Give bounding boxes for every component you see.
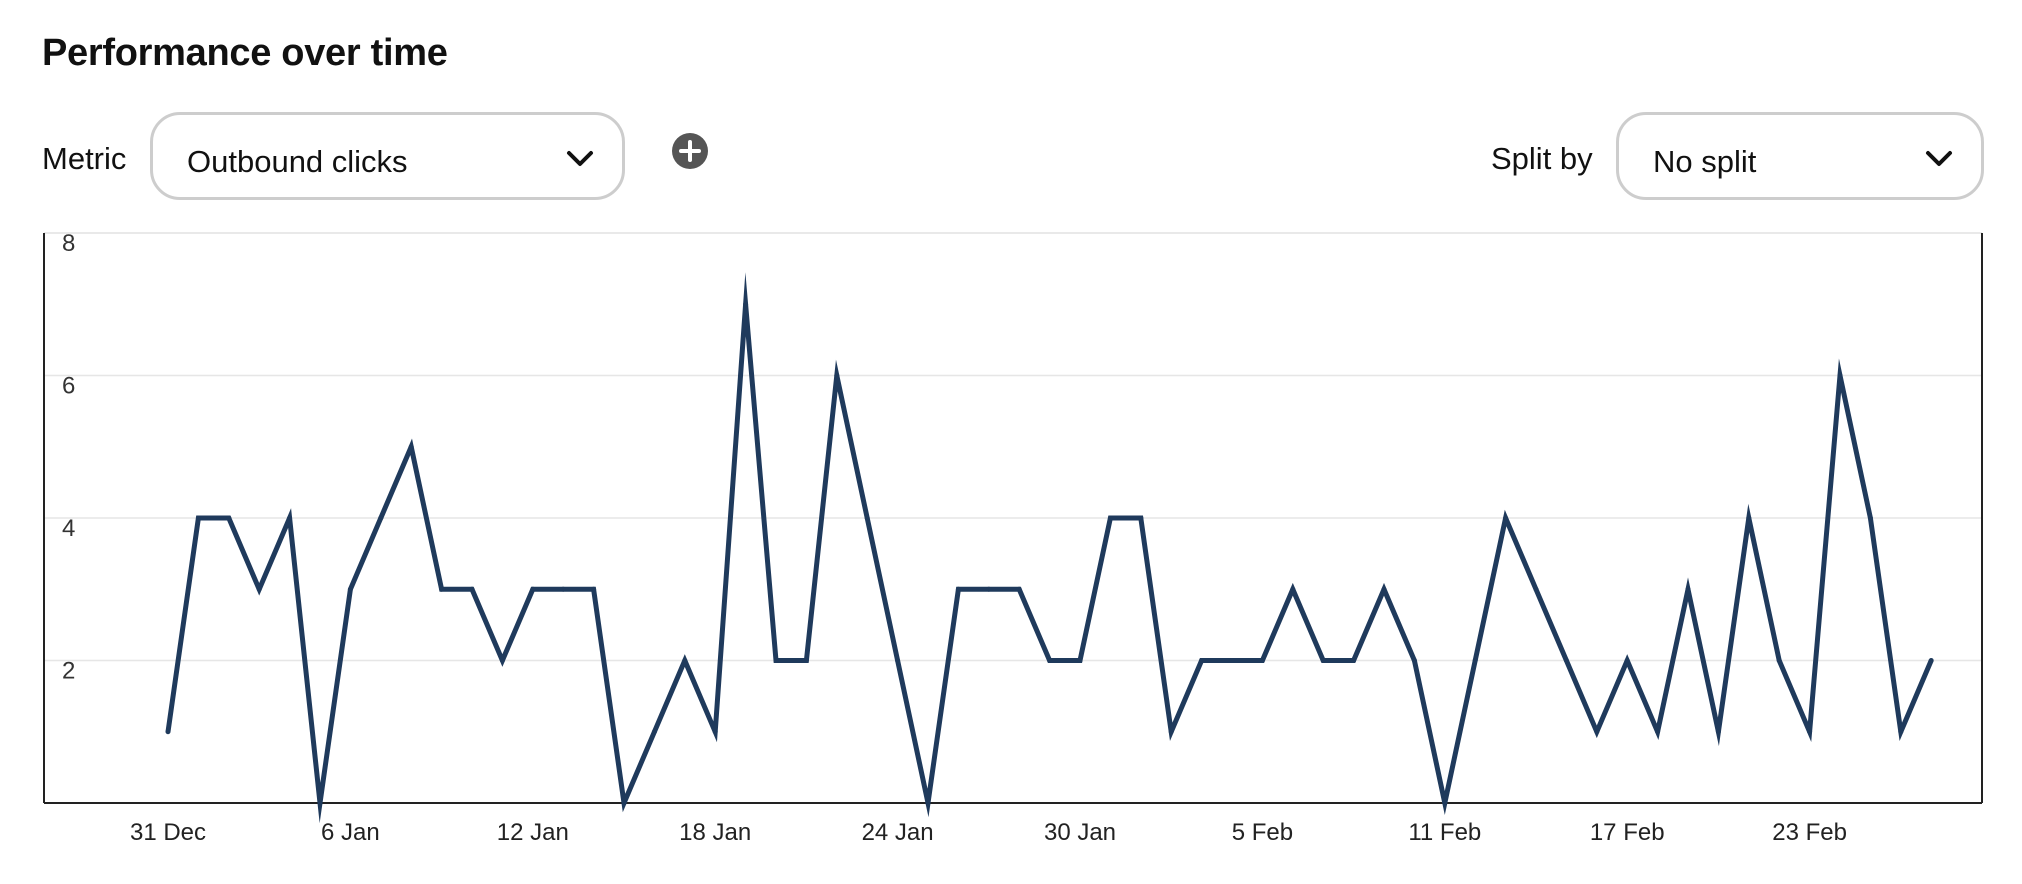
data-point xyxy=(803,658,809,663)
data-point xyxy=(1472,658,1478,663)
data-point xyxy=(1867,515,1873,521)
data-point xyxy=(1016,586,1022,592)
data-point xyxy=(1077,658,1083,663)
metric-dropdown[interactable]: Outbound clicks xyxy=(150,112,625,200)
series-line-0 xyxy=(165,272,1934,824)
data-point xyxy=(1594,729,1600,735)
data-point xyxy=(1199,658,1205,663)
y-tick-label: 8 xyxy=(62,230,75,257)
page-title: Performance over time xyxy=(42,32,448,74)
data-point xyxy=(682,658,688,663)
metric-label: Metric xyxy=(42,141,127,176)
data-point xyxy=(651,729,657,735)
split-by-label: Split by xyxy=(1491,141,1593,176)
data-point xyxy=(1898,729,1904,735)
data-point xyxy=(1746,515,1752,521)
data-point xyxy=(195,515,201,521)
y-tick-label: 6 xyxy=(62,373,75,400)
data-point xyxy=(1533,586,1539,592)
data-point xyxy=(834,373,840,378)
data-point xyxy=(1168,729,1174,735)
x-tick-label: 18 Jan xyxy=(679,819,751,846)
data-point xyxy=(1351,658,1357,663)
metric-dropdown-value: Outbound clicks xyxy=(187,144,408,179)
chevron-down-icon xyxy=(567,151,593,166)
data-point xyxy=(1259,658,1265,663)
data-point xyxy=(1290,586,1296,592)
x-tick-label: 17 Feb xyxy=(1590,819,1665,846)
x-tick-label: 30 Jan xyxy=(1044,819,1116,846)
x-tick-label: 23 Feb xyxy=(1772,819,1847,846)
data-point xyxy=(1624,658,1630,663)
data-point xyxy=(1655,729,1661,735)
data-point xyxy=(439,586,445,592)
data-point xyxy=(1442,800,1448,806)
chevron-down-icon xyxy=(1926,151,1952,166)
data-point xyxy=(712,729,718,735)
x-tick-label: 31 Dec xyxy=(130,819,206,846)
plus-circle-icon[interactable] xyxy=(671,132,709,170)
data-point xyxy=(560,586,566,592)
data-point xyxy=(743,301,749,307)
data-point xyxy=(530,586,536,592)
data-point xyxy=(499,658,505,663)
y-tick-label: 2 xyxy=(62,658,75,685)
split-by-dropdown[interactable]: No split xyxy=(1616,112,1984,200)
data-point xyxy=(347,586,353,592)
data-point xyxy=(925,800,931,806)
data-point xyxy=(165,729,171,735)
data-point xyxy=(226,515,232,521)
data-point xyxy=(1381,586,1387,592)
data-point xyxy=(1563,658,1569,663)
x-tick-label: 11 Feb xyxy=(1408,819,1481,846)
data-point xyxy=(986,586,992,592)
data-point xyxy=(378,515,384,521)
data-point xyxy=(621,800,627,806)
x-tick-label: 24 Jan xyxy=(862,819,934,846)
data-point xyxy=(287,515,293,521)
x-tick-label: 6 Jan xyxy=(321,819,380,846)
data-point xyxy=(408,444,414,450)
data-point xyxy=(1320,658,1326,663)
data-point xyxy=(1776,658,1782,663)
data-point xyxy=(256,586,262,592)
x-tick-label: 12 Jan xyxy=(497,819,569,846)
data-point xyxy=(1503,515,1509,521)
data-point xyxy=(1411,658,1417,663)
data-point xyxy=(1715,729,1721,735)
data-point xyxy=(591,586,597,592)
data-point xyxy=(1229,658,1235,663)
data-point xyxy=(469,586,475,592)
data-point xyxy=(1685,586,1691,592)
data-point xyxy=(955,586,961,592)
data-point xyxy=(317,800,323,806)
data-point xyxy=(1138,515,1144,521)
data-point xyxy=(1837,373,1843,378)
y-tick-label: 4 xyxy=(62,515,75,542)
data-point xyxy=(1928,658,1934,663)
data-point xyxy=(773,658,779,663)
x-tick-label: 5 Feb xyxy=(1232,819,1293,846)
data-point xyxy=(1047,658,1053,663)
data-point xyxy=(895,658,901,663)
data-point xyxy=(1107,515,1113,521)
data-point xyxy=(1807,729,1813,735)
split-by-dropdown-value: No split xyxy=(1653,144,1757,179)
data-point xyxy=(864,515,870,521)
